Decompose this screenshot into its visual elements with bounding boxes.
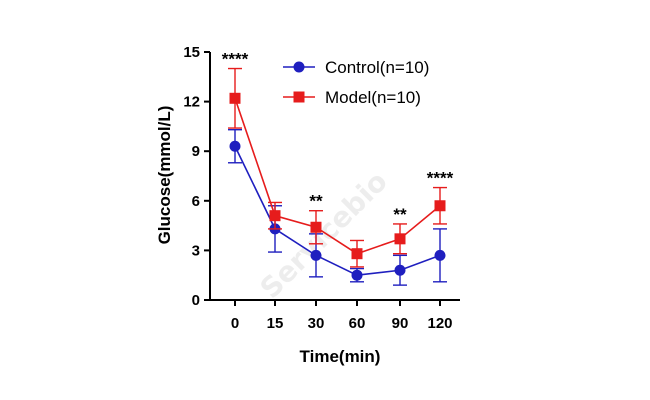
x-tick-label: 120 (427, 315, 452, 332)
y-tick-label: 3 (192, 242, 200, 259)
data-point (351, 248, 363, 260)
data-point (394, 233, 406, 245)
annotation-layer: ************ (222, 50, 454, 224)
significance-mark: **** (222, 50, 249, 69)
data-point (310, 221, 322, 233)
x-tick-label: 15 (267, 315, 284, 332)
data-point (229, 92, 241, 104)
x-axis-label: Time(min) (300, 347, 381, 366)
significance-mark: **** (427, 169, 454, 188)
x-tick-label: 0 (231, 315, 239, 332)
series-layer (228, 67, 447, 286)
legend-marker (293, 91, 305, 103)
data-point (351, 269, 363, 281)
series-line (234, 98, 441, 255)
x-tick-label: 90 (392, 315, 409, 332)
axes: 0 3 6 9 12 15 0 15 30 60 90 120 (183, 44, 460, 332)
data-point (434, 249, 446, 261)
series-line (234, 145, 441, 277)
legend-item-1: Model(n=10) (283, 88, 421, 107)
y-axis-label: Glucose(mmol/L) (155, 106, 174, 245)
legend-item-0: Control(n=10) (283, 58, 429, 77)
x-tick-label: 60 (349, 315, 366, 332)
legend-label: Control(n=10) (325, 58, 429, 77)
data-point (310, 249, 322, 261)
data-point (434, 200, 446, 212)
y-tick-label: 9 (192, 143, 200, 160)
y-tick-label: 12 (183, 94, 200, 111)
legend: Control(n=10) Model(n=10) (283, 58, 429, 107)
series-1 (228, 67, 447, 268)
y-tick-label: 0 (192, 292, 200, 309)
legend-label: Model(n=10) (325, 88, 421, 107)
x-tick-label: 30 (308, 315, 325, 332)
legend-marker (293, 61, 305, 73)
y-tick-label: 6 (192, 193, 200, 210)
significance-mark: ** (309, 192, 323, 211)
significance-mark: ** (393, 205, 407, 224)
y-tick-label: 15 (183, 44, 200, 61)
data-point (394, 264, 406, 276)
data-point (269, 210, 281, 222)
data-point (229, 140, 241, 152)
